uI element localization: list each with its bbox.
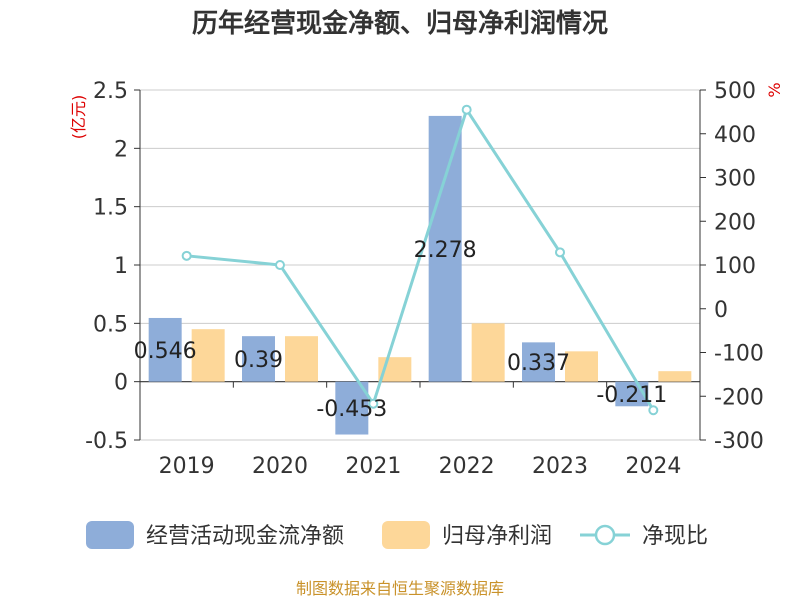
gridlines: [140, 89, 700, 441]
right-tick-label: -300: [714, 429, 764, 454]
left-tick-label: 0: [114, 371, 128, 396]
cashflow-bar: [522, 342, 555, 382]
data-labels: 0.546 0.39 -0.453 2.278 0.337 -0.211: [134, 238, 668, 422]
right-tick-label: 500: [714, 79, 756, 104]
ratio-point: [368, 398, 379, 409]
right-tick-label: 200: [714, 210, 756, 235]
net-profit-bar: [471, 323, 505, 382]
cashflow-value-label: 0.39: [234, 348, 283, 373]
cashflow-value-label: -0.453: [316, 397, 387, 422]
source-note: 制图数据来自恒生聚源数据库: [296, 579, 504, 598]
legend-swatch-net-profit: [382, 521, 430, 549]
left-tick-label: 1.5: [93, 196, 128, 221]
bars: [148, 115, 692, 435]
left-tick-label: 2: [114, 137, 128, 162]
legend-label-net-profit: 归母净利润: [442, 524, 552, 549]
ratio-line-path: [186, 106, 655, 412]
cashflow-value-label: 0.546: [134, 339, 197, 364]
left-tick-label: -0.5: [85, 429, 128, 454]
right-tick-label: -100: [714, 342, 764, 367]
cashflow-value-label: -0.211: [596, 383, 667, 408]
left-axis-unit: (亿元): [69, 95, 88, 140]
legend-swatch-cashflow: [86, 521, 134, 549]
right-tick-label: 0: [714, 298, 728, 323]
net-profit-bar: [191, 329, 225, 382]
ratio-point: [648, 405, 659, 416]
left-tick-label: 0.5: [93, 312, 128, 337]
left-tick-label: 2.5: [93, 79, 128, 104]
cashflow-value-label: 2.278: [414, 238, 477, 263]
legend: 经营活动现金流净额 归母净利润 净现比: [86, 521, 708, 549]
chart-title: 历年经营现金净额、归母净利润情况: [192, 8, 608, 39]
right-tick-label: 300: [714, 167, 756, 192]
x-tick-label: 2022: [439, 454, 495, 479]
ratio-point: [275, 260, 285, 270]
axes: -0.5 0 0.5 1 1.5 2 2.5 -300 -200 -100 0 100 200 300 40…: [85, 79, 764, 479]
right-axis-unit: %: [765, 82, 784, 97]
cashflow-bar: [428, 115, 462, 382]
legend-marker-ratio: [594, 524, 616, 546]
cashflow-bar: [148, 317, 182, 382]
right-tick-label: 400: [714, 123, 756, 148]
left-tick-label: 1: [114, 254, 128, 279]
x-tick-label: 2020: [252, 454, 308, 479]
net-profit-bar: [285, 336, 318, 382]
ratio-point: [461, 104, 472, 115]
x-tick-label: 2021: [345, 454, 401, 479]
legend-label-cashflow: 经营活动现金流净额: [146, 524, 344, 549]
right-tick-label: -200: [714, 385, 764, 410]
ratio-point: [555, 247, 565, 258]
net-profit-bar: [658, 371, 692, 382]
ratio-line: [181, 104, 659, 416]
x-tick-label: 2024: [625, 454, 681, 479]
cashflow-value-label: 0.337: [507, 351, 570, 376]
ratio-point: [181, 250, 192, 261]
right-tick-label: 100: [714, 254, 756, 279]
net-profit-bar: [565, 351, 598, 382]
legend-label-ratio: 净现比: [642, 524, 708, 549]
x-tick-label: 2019: [159, 454, 215, 479]
x-tick-label: 2023: [532, 454, 588, 479]
cashflow-bar: [242, 336, 275, 382]
